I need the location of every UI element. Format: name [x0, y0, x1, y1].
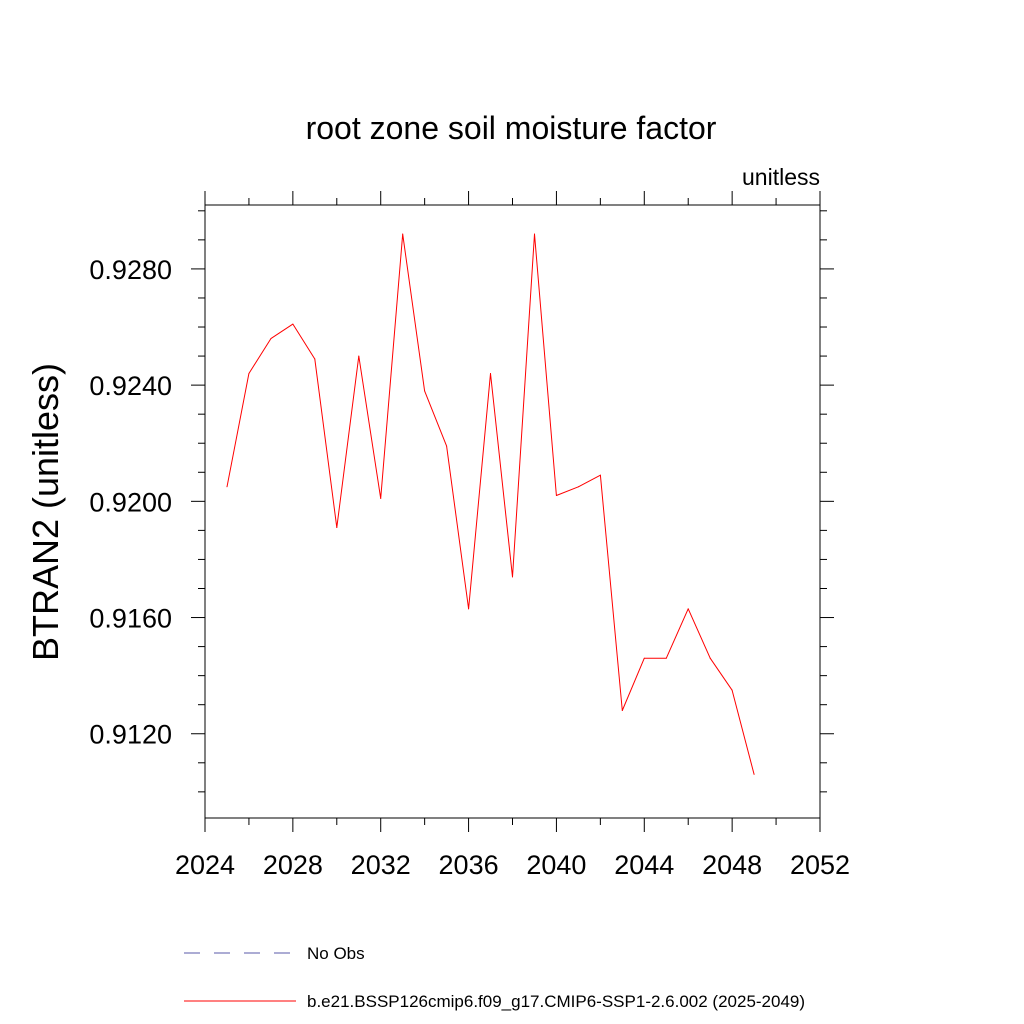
data-point	[577, 486, 579, 488]
y-tick-label: 0.9160	[89, 604, 172, 634]
x-tick-label: 2032	[351, 850, 411, 880]
data-point	[687, 608, 689, 610]
data-point	[446, 445, 448, 447]
data-point	[358, 355, 360, 357]
data-point	[753, 773, 755, 775]
x-tick-label: 2040	[526, 850, 586, 880]
data-point	[533, 233, 535, 235]
y-axis-tick-labels: 0.9120 0.9160 0.9200 0.9240 0.9280	[89, 255, 172, 750]
plot-frame	[204, 204, 821, 819]
data-point	[248, 373, 250, 375]
data-point	[555, 495, 557, 497]
x-tick-label: 2024	[175, 850, 235, 880]
data-point	[709, 657, 711, 659]
x-tick-label: 2048	[702, 850, 762, 880]
data-point	[270, 338, 272, 340]
y-tick-label: 0.9240	[89, 371, 172, 401]
data-point	[643, 657, 645, 659]
y-axis-label: BTRAN2 (unitless)	[25, 363, 66, 661]
data-point	[599, 474, 601, 476]
data-point	[380, 497, 382, 499]
y-tick-label: 0.9280	[89, 255, 172, 285]
units-label: unitless	[742, 164, 820, 190]
data-point	[468, 608, 470, 610]
x-tick-label: 2052	[790, 850, 850, 880]
data-point	[314, 358, 316, 360]
data-point	[621, 710, 623, 712]
data-point	[665, 657, 667, 659]
data-series	[226, 233, 755, 775]
y-tick-label: 0.9200	[89, 487, 172, 517]
y-tick-label: 0.9120	[89, 720, 172, 750]
x-tick-label: 2044	[614, 850, 674, 880]
data-point	[226, 486, 228, 488]
chart-title: root zone soil moisture factor	[306, 110, 717, 146]
legend: No Obs b.e21.BSSP126cmip6.f09_g17.CMIP6-S…	[184, 944, 805, 1011]
legend-label: b.e21.BSSP126cmip6.f09_g17.CMIP6-SSP1-2.…	[307, 992, 805, 1011]
x-tick-label: 2028	[263, 850, 323, 880]
x-axis-tick-labels: 2024 2028 2032 2036 2040 2044 2048 2052	[175, 850, 850, 880]
legend-label: No Obs	[307, 944, 365, 963]
data-point	[731, 689, 733, 691]
data-point	[490, 373, 492, 375]
data-point	[512, 576, 513, 578]
series-line	[226, 233, 755, 775]
data-point	[292, 323, 294, 325]
x-tick-label: 2036	[439, 850, 499, 880]
axis-ticks	[191, 191, 834, 832]
data-point	[402, 233, 404, 235]
data-point	[336, 526, 338, 528]
data-point	[424, 390, 426, 392]
